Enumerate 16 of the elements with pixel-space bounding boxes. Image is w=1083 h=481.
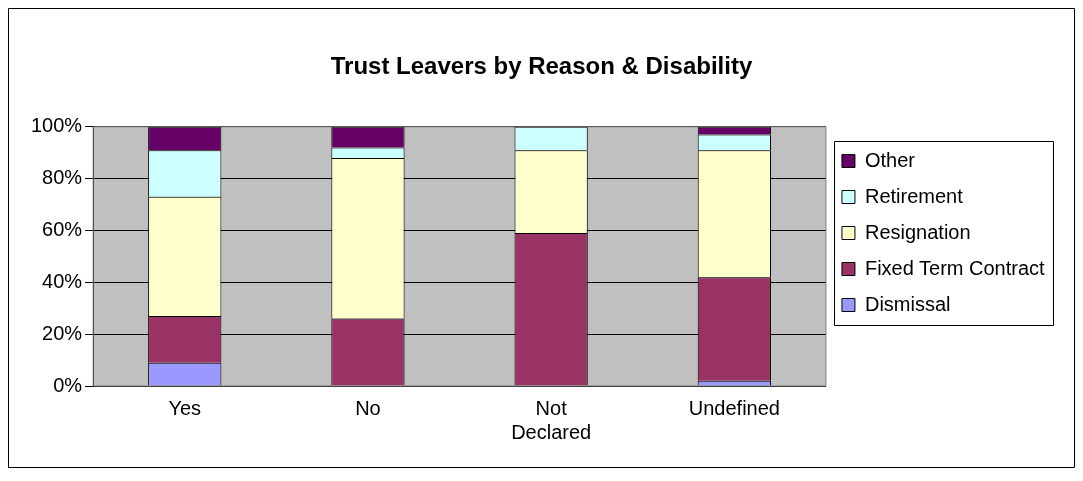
legend-label: Resignation xyxy=(864,220,971,243)
y-tick-label: 60% xyxy=(42,218,83,240)
y-tick-label: 0% xyxy=(53,373,83,396)
legend-label: Dismissal xyxy=(864,292,951,315)
x-tick-label: Undefined xyxy=(688,396,780,419)
y-tick-label: 40% xyxy=(42,269,83,292)
y-tick-label: 20% xyxy=(42,321,83,344)
chart-title: Trust Leavers by Reason & Disability xyxy=(330,52,753,80)
legend-label: Other xyxy=(864,148,916,171)
legend-label: Fixed Term Contract xyxy=(864,256,1046,279)
x-tick-label: No xyxy=(355,396,381,419)
x-tick-label: Not Declared xyxy=(511,396,592,443)
y-tick-label: 100% xyxy=(31,114,83,137)
y-tick-label: 80% xyxy=(42,166,83,189)
x-tick-label: Yes xyxy=(168,396,202,419)
legend-label: Retirement xyxy=(864,184,964,207)
